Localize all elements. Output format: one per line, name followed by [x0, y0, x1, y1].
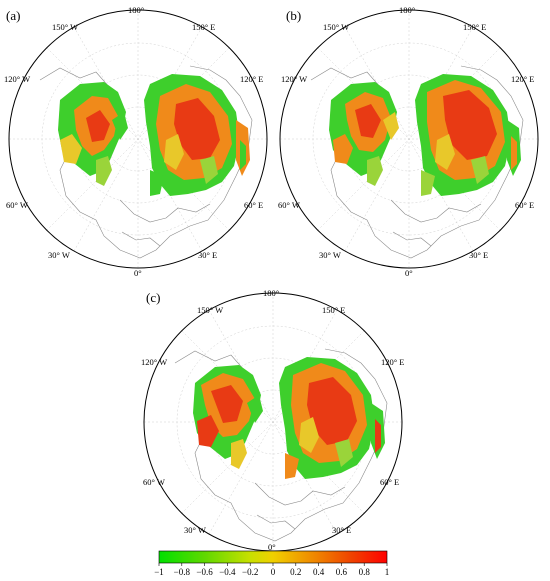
lon-label-b-30w: 30° W [319, 250, 341, 260]
colorbar-tick-label: −0.8 [174, 567, 191, 577]
map-boundary-b [279, 9, 539, 269]
lon-label-b-120w: 120° W [281, 74, 307, 84]
colorbar-tick-label: −0.6 [196, 567, 213, 577]
map-panel-b: 180° 150° W 150° E 120° W 120° E 60° W 6… [278, 5, 539, 278]
vegetation-north-america-a [58, 82, 128, 186]
colorbar-tick-label: 0.2 [290, 567, 301, 577]
lon-label-a-60e: 60° E [244, 200, 263, 210]
lon-label-b-180: 180° [399, 5, 415, 15]
lon-label-a-60w: 60° W [6, 200, 28, 210]
lon-label-b-0: 0° [405, 268, 413, 278]
lon-label-c-120e: 120° E [381, 357, 404, 367]
colorbar: −1 −0.8 −0.6 −0.4 −0.2 0 0.2 0.4 0.6 0.8 1 [154, 550, 389, 577]
lon-label-c-0: 0° [268, 542, 276, 552]
colorbar-tick-label: 0.8 [359, 567, 371, 577]
lon-label-b-30e: 30° E [469, 250, 488, 260]
lon-label-a-120w: 120° W [4, 74, 30, 84]
vegetation-north-america-b [329, 82, 399, 186]
panel-label-b: (b) [286, 8, 302, 23]
lon-label-c-30e: 30° E [332, 525, 351, 535]
colorbar-ticks: −1 −0.8 −0.6 −0.4 −0.2 0 0.2 0.4 0.6 0.8 1 [154, 563, 389, 577]
lon-label-b-60e: 60° E [515, 200, 534, 210]
lon-label-b-150w: 150° W [323, 22, 349, 32]
panel-label-c: (c) [146, 290, 161, 305]
colorbar-tick-label: 0.6 [336, 567, 348, 577]
vegetation-eurasia-c [279, 357, 385, 479]
colorbar-gradient [158, 550, 388, 564]
lon-label-a-0: 0° [134, 268, 142, 278]
lon-label-b-60w: 60° W [278, 200, 300, 210]
vegetation-eurasia-b [415, 74, 521, 196]
colorbar-tick-label: 0 [271, 567, 276, 577]
lon-label-c-30w: 30° W [184, 525, 206, 535]
lon-label-c-120w: 120° W [141, 357, 167, 367]
vegetation-north-america-c [193, 365, 263, 469]
lon-label-a-180: 180° [128, 5, 144, 15]
lon-label-c-150w: 150° W [197, 305, 223, 315]
colorbar-tick-label: −0.2 [242, 567, 258, 577]
vegetation-eurasia-a [144, 74, 250, 196]
colorbar-tick-label: −1 [154, 567, 164, 577]
map-panel-a: 180° 150° W 150° E 120° W 120° E 60° W 6… [4, 5, 268, 278]
map-boundary-a [8, 9, 268, 269]
colorbar-tick-label: 1 [385, 567, 390, 577]
lon-label-c-180: 180° [263, 288, 279, 298]
lon-label-a-30e: 30° E [198, 250, 217, 260]
lon-label-a-120e: 120° E [240, 74, 263, 84]
colorbar-tick-label: 0.4 [313, 567, 325, 577]
lon-label-b-120e: 120° E [511, 74, 534, 84]
lon-label-a-30w: 30° W [48, 250, 70, 260]
colorbar-tick-label: −0.4 [219, 567, 236, 577]
lon-label-a-150w: 150° W [52, 22, 78, 32]
map-panel-c: 180° 150° W 150° E 120° W 120° E 60° W 6… [141, 288, 404, 552]
lon-label-c-150e: 150° E [322, 305, 345, 315]
lon-label-b-150e: 150° E [463, 22, 486, 32]
lon-label-c-60w: 60° W [143, 477, 165, 487]
lon-label-a-150e: 150° E [192, 22, 215, 32]
panel-label-a: (a) [6, 8, 21, 23]
lon-label-c-60e: 60° E [380, 477, 399, 487]
